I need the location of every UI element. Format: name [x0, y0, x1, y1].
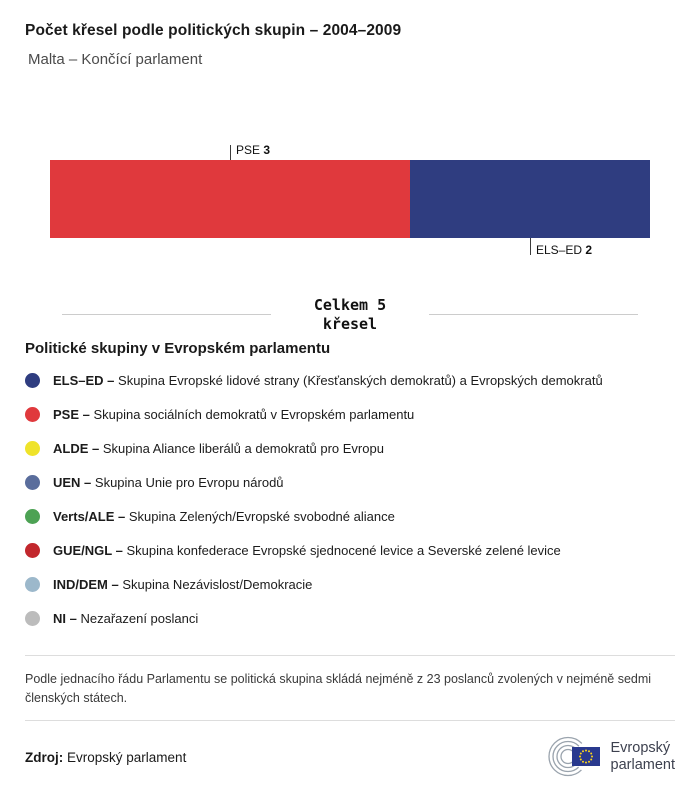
bar-labels-above: PSE 3: [50, 143, 650, 160]
legend-item-label: PSE – Skupina sociálních demokratů v Evr…: [53, 407, 415, 422]
bar-label-els–ed: ELS–ED 2: [536, 243, 593, 257]
page-subtitle: Malta – Končící parlament: [28, 51, 203, 68]
bar-segment-pse: [50, 160, 410, 238]
ep-logo-line1: Evropský: [610, 740, 671, 757]
legend-dot-icon: [25, 509, 40, 524]
ep-logo: Evropský parlament: [542, 735, 675, 779]
source-value: Evropský parlament: [67, 749, 187, 765]
legend-item: PSE – Skupina sociálních demokratů v Evr…: [25, 405, 675, 425]
legend-item-label: NI – Nezařazení poslanci: [53, 611, 199, 626]
legend-item-label: ALDE – Skupina Aliance liberálů a demokr…: [53, 441, 384, 456]
legend-heading: Politické skupiny v Evropském parlamentu: [25, 339, 331, 357]
legend-item: UEN – Skupina Unie pro Evropu národů: [25, 473, 675, 493]
bar-label-pse: PSE 3: [236, 143, 271, 157]
seats-bar-chart: PSE 3 ELS–ED 2: [50, 143, 650, 260]
bar-labels-below: ELS–ED 2: [50, 238, 650, 260]
legend-dot-icon: [25, 543, 40, 558]
legend-dot-icon: [25, 441, 40, 456]
total-line1: Celkem 5: [313, 296, 387, 314]
legend-item-label: IND/DEM – Skupina Nezávislost/Demokracie: [53, 577, 313, 592]
stacked-bar: [50, 160, 650, 238]
legend-dot-icon: [25, 577, 40, 592]
legend-item-label: UEN – Skupina Unie pro Evropu národů: [53, 475, 284, 490]
legend-item: GUE/NGL – Skupina konfederace Evropské s…: [25, 541, 675, 561]
total-line2: křesel: [322, 314, 378, 333]
legend-item-label: ELS–ED – Skupina Evropské lidové strany …: [53, 373, 603, 388]
legend-item: NI – Nezařazení poslanci: [25, 609, 675, 629]
bar-label-tick: [230, 145, 231, 160]
legend-item: ALDE – Skupina Aliance liberálů a demokr…: [25, 439, 675, 459]
divider: [25, 720, 675, 722]
eu-flag-icon: [571, 747, 600, 767]
footnote: Podle jednacího řádu Parlamentu se polit…: [25, 671, 652, 705]
total-seats-label: Celkem 5 křesel: [271, 296, 429, 334]
source-line: Zdroj: Evropský parlament: [25, 750, 186, 765]
legend-item: Verts/ALE – Skupina Zelených/Evropské sv…: [25, 507, 675, 527]
bar-label-tick: [530, 238, 531, 255]
bar-segment-els–ed: [410, 160, 650, 238]
footer: Zdroj: Evropský parlament: [25, 735, 675, 779]
legend-dot-icon: [25, 475, 40, 490]
legend-item-label: GUE/NGL – Skupina konfederace Evropské s…: [53, 543, 561, 558]
legend-item: IND/DEM – Skupina Nezávislost/Demokracie: [25, 575, 675, 595]
legend-dot-icon: [25, 407, 40, 422]
legend-item: ELS–ED – Skupina Evropské lidové strany …: [25, 371, 675, 391]
ep-hemicycle-icon: [547, 737, 600, 777]
divider: [25, 654, 675, 656]
source-label: Zdroj:: [25, 749, 64, 765]
legend-dot-icon: [25, 373, 40, 388]
page-title: Počet křesel podle politických skupin – …: [25, 22, 402, 39]
total-rule-right: [429, 314, 638, 316]
eu-stars-icon: [578, 749, 593, 764]
legend-dot-icon: [25, 611, 40, 626]
total-rule-left: [62, 314, 271, 316]
ep-logo-text: Evropský parlament: [611, 740, 675, 774]
legend-item-label: Verts/ALE – Skupina Zelených/Evropské sv…: [53, 509, 395, 524]
total-seats-row: Celkem 5 křesel: [62, 296, 638, 334]
ep-logo-line2: parlament: [610, 757, 675, 774]
legend-list: ELS–ED – Skupina Evropské lidové strany …: [25, 371, 675, 629]
